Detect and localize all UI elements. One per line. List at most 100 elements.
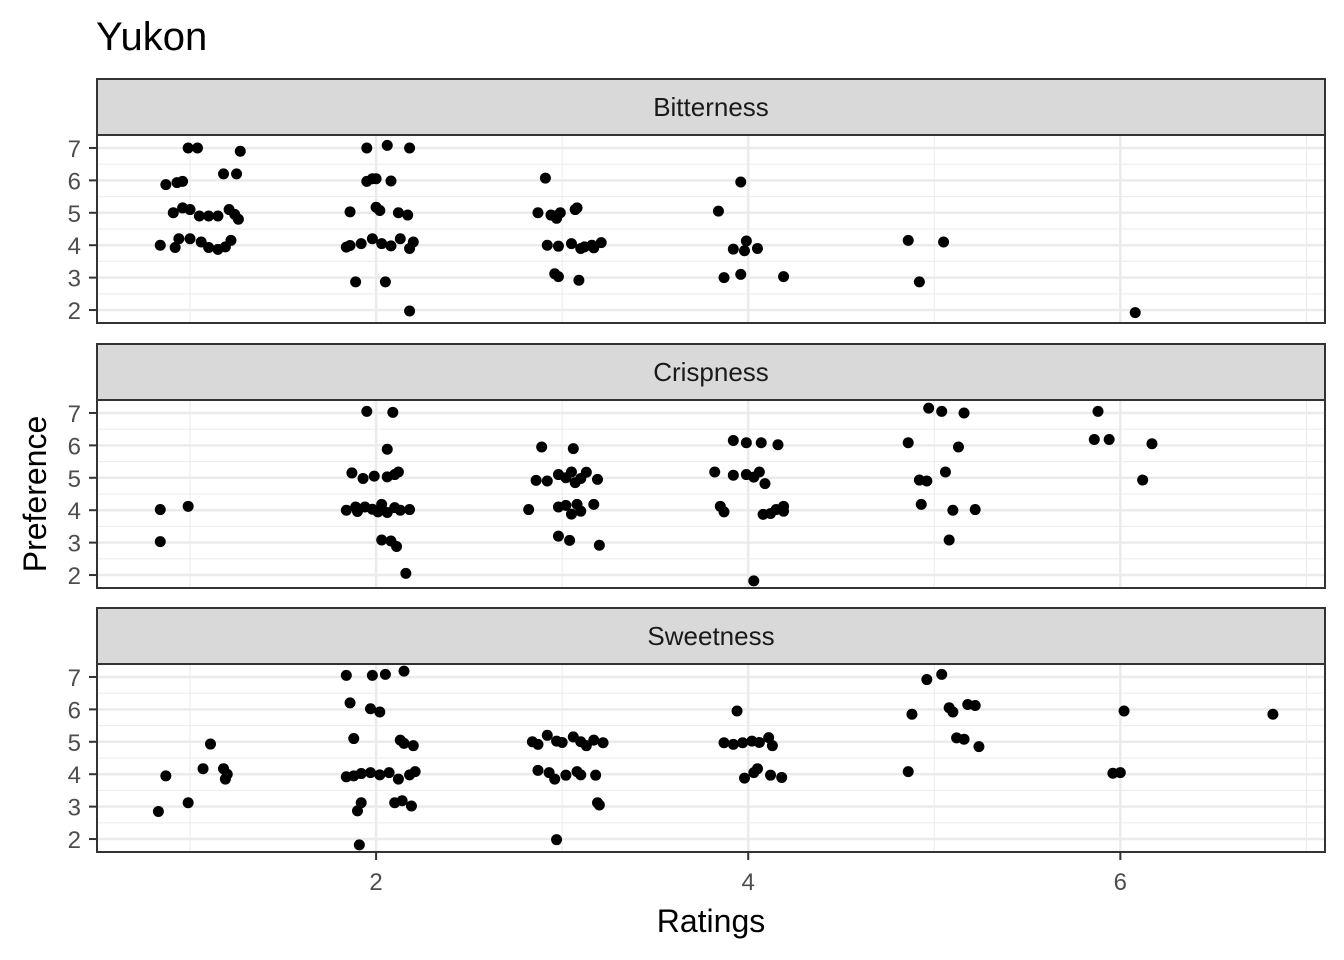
data-point xyxy=(552,530,564,542)
data-point xyxy=(921,674,933,686)
data-point xyxy=(541,239,553,251)
panel-crispness: Crispness 2 3 4 5 6 7 xyxy=(68,343,1326,590)
data-point xyxy=(379,668,391,680)
data-point xyxy=(366,233,378,245)
data-point xyxy=(344,240,356,252)
data-point xyxy=(400,567,412,579)
data-point xyxy=(376,238,388,250)
data-point xyxy=(921,475,933,487)
data-point xyxy=(936,668,948,680)
data-point xyxy=(778,271,790,283)
data-point xyxy=(182,500,194,512)
data-point xyxy=(1137,474,1149,486)
data-point xyxy=(173,233,185,245)
data-point xyxy=(718,737,730,749)
strip-background xyxy=(96,78,1326,136)
data-point xyxy=(1267,708,1279,720)
data-point xyxy=(370,173,382,185)
data-point xyxy=(541,475,553,487)
data-point xyxy=(560,499,572,511)
y-tick-label: 7 xyxy=(68,401,81,428)
data-point xyxy=(902,766,914,778)
y-tick-label: 5 xyxy=(68,730,81,757)
data-point xyxy=(391,541,403,553)
data-point xyxy=(182,797,194,809)
data-point xyxy=(376,534,388,546)
data-point xyxy=(575,505,587,517)
data-point xyxy=(1118,705,1130,717)
data-point xyxy=(385,175,397,187)
data-point xyxy=(191,142,203,154)
data-point xyxy=(405,800,417,812)
data-point xyxy=(154,504,166,516)
data-point xyxy=(340,504,352,516)
y-tick-label: 6 xyxy=(68,168,81,195)
data-point xyxy=(184,233,196,245)
data-point xyxy=(536,441,548,453)
y-tick-label: 4 xyxy=(68,762,81,789)
data-point xyxy=(718,272,730,284)
data-point xyxy=(398,737,410,749)
data-point xyxy=(755,437,767,449)
data-point xyxy=(353,839,365,851)
data-point xyxy=(727,243,739,255)
y-tick-label: 4 xyxy=(68,498,81,525)
data-point xyxy=(404,142,416,154)
data-point xyxy=(376,498,388,510)
data-point xyxy=(361,405,373,417)
data-point xyxy=(552,271,564,283)
x-tick-label: 4 xyxy=(742,869,755,896)
y-tick-label: 3 xyxy=(68,795,81,822)
data-point xyxy=(385,240,397,252)
data-point xyxy=(398,665,410,677)
data-point xyxy=(752,242,764,254)
y-tick-label: 2 xyxy=(68,298,81,325)
data-point xyxy=(565,466,577,478)
strip-label-crispness: Crispness xyxy=(653,357,769,387)
data-point xyxy=(902,234,914,246)
data-point xyxy=(532,738,544,750)
data-point xyxy=(532,207,544,219)
data-point xyxy=(1129,307,1141,319)
data-point xyxy=(778,500,790,512)
data-point xyxy=(906,708,918,720)
data-point xyxy=(1146,438,1158,450)
y-tick-label: 5 xyxy=(68,466,81,493)
data-point xyxy=(936,405,948,417)
panel-bitterness: Bitterness 2 3 4 5 6 7 xyxy=(68,78,1326,325)
data-point xyxy=(381,443,393,455)
y-tick-label: 3 xyxy=(68,531,81,558)
data-point xyxy=(748,575,760,587)
x-tick-label: 2 xyxy=(369,869,382,896)
y-tick-label: 4 xyxy=(68,233,81,260)
data-point xyxy=(567,443,579,455)
data-point xyxy=(182,142,194,154)
data-point xyxy=(718,506,730,518)
y-axis-title: Preference xyxy=(17,416,53,573)
y-tick-label: 6 xyxy=(68,433,81,460)
data-point xyxy=(938,236,950,248)
data-point xyxy=(392,773,404,785)
data-point xyxy=(738,245,750,257)
y-tick-label: 2 xyxy=(68,827,81,854)
y-tick-label: 6 xyxy=(68,697,81,724)
data-point xyxy=(969,504,981,516)
data-point xyxy=(740,235,752,247)
data-point xyxy=(203,210,215,222)
data-point xyxy=(923,402,935,414)
data-point xyxy=(365,767,377,779)
data-point xyxy=(556,736,568,748)
strip-label-bitterness: Bitterness xyxy=(653,92,769,122)
data-point xyxy=(592,473,604,485)
data-point xyxy=(383,767,395,779)
data-point xyxy=(565,238,577,250)
panel-sweetness: Sweetness 2 3 4 5 6 7 xyxy=(68,607,1326,854)
data-point xyxy=(407,740,419,752)
data-point xyxy=(366,669,378,681)
data-point xyxy=(350,276,362,288)
data-point xyxy=(740,437,752,449)
x-axis-title: Ratings xyxy=(657,903,766,939)
strip-background xyxy=(96,343,1326,401)
data-point xyxy=(902,437,914,449)
